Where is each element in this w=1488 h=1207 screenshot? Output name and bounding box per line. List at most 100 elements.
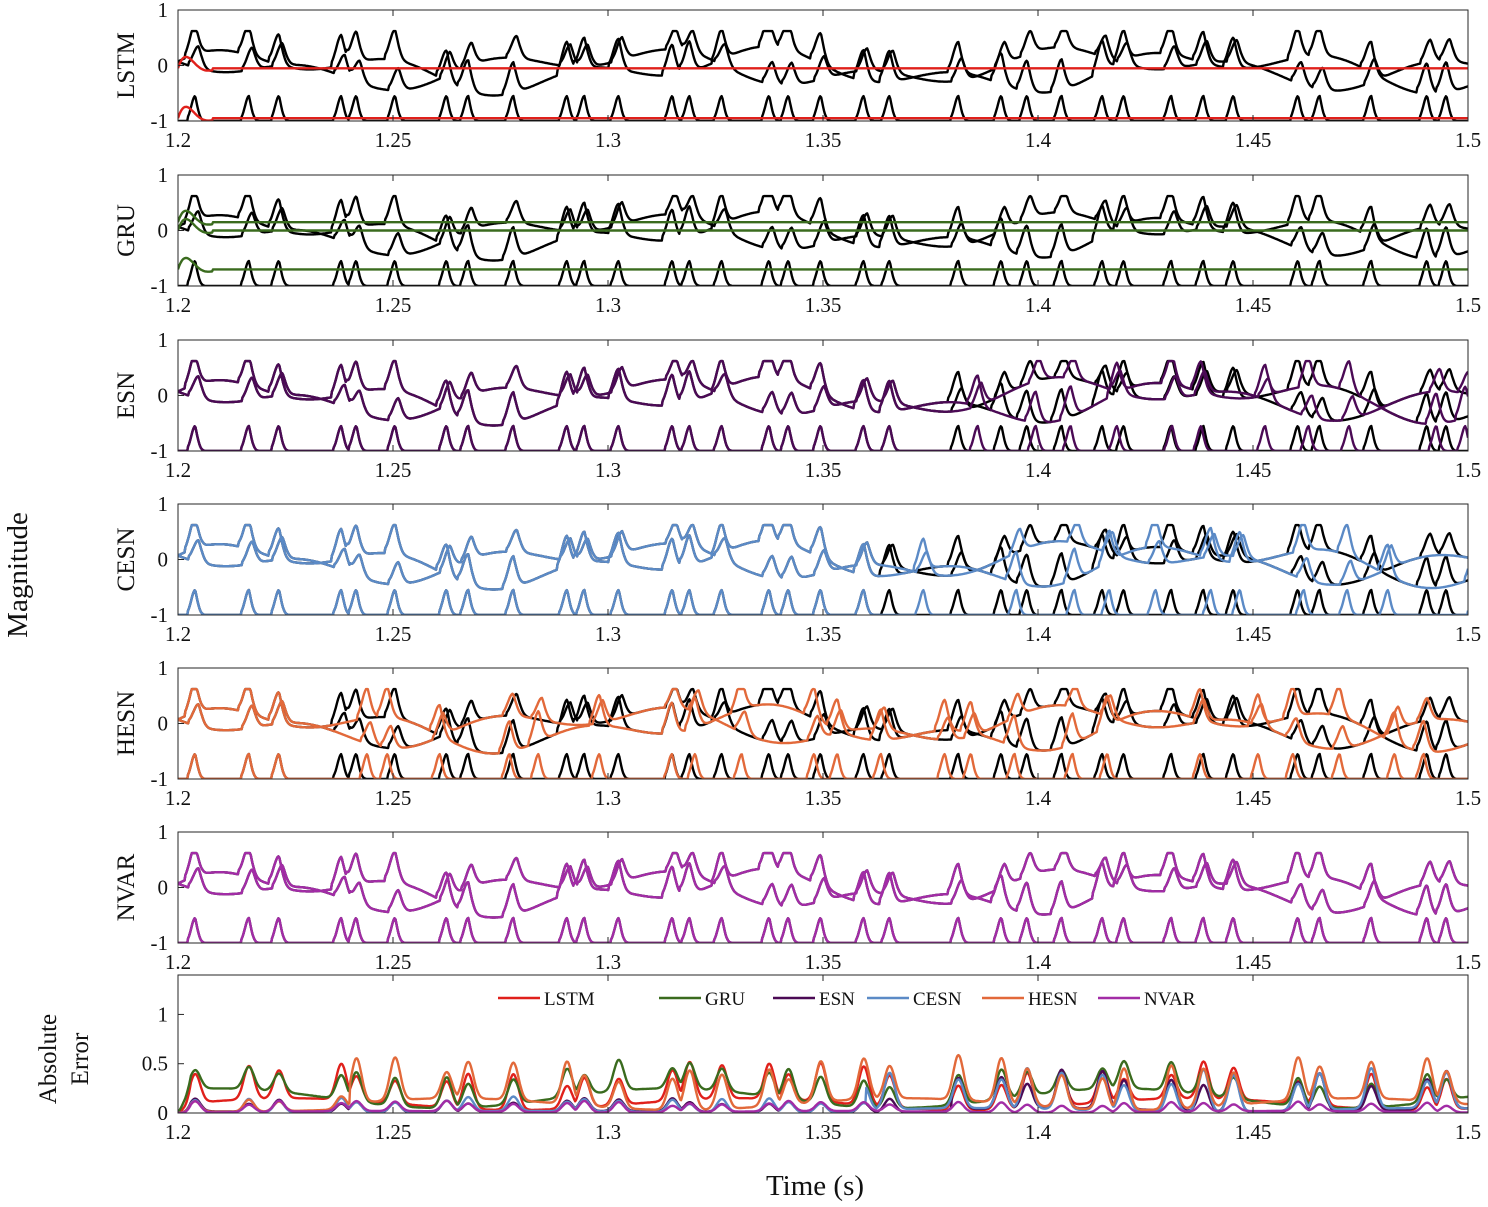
- x-tick-label: 1.45: [1235, 1120, 1272, 1144]
- legend-entry: CESN: [913, 989, 962, 1010]
- y-tick-label: -1: [151, 767, 169, 791]
- prediction-line: [178, 217, 1468, 235]
- y-tick-label: 1: [158, 1002, 169, 1026]
- prediction-line: [178, 916, 1468, 943]
- truth-line: [178, 29, 1468, 92]
- x-tick-label: 1.4: [1025, 1120, 1052, 1144]
- prediction-line: [178, 424, 1468, 451]
- panel-ylabel: ESN: [113, 372, 140, 419]
- x-tick-label: 1.35: [805, 786, 842, 810]
- x-tick-label: 1.2: [165, 293, 191, 317]
- x-tick-label: 1.45: [1235, 950, 1272, 974]
- figure-ylabel: Magnitude: [2, 512, 34, 638]
- plot-area: [178, 359, 1468, 451]
- x-tick-label: 1.2: [165, 1120, 191, 1144]
- x-tick-label: 1.5: [1455, 1120, 1481, 1144]
- prediction-line: [178, 523, 1468, 591]
- legend: LSTM GRU ESN CESN HESN NVAR: [498, 989, 1196, 1010]
- x-tick-label: 1.3: [595, 293, 621, 317]
- x-tick-label: 1.25: [375, 293, 412, 317]
- panel-ylabel: GRU: [113, 204, 140, 257]
- x-tick-label: 1.25: [375, 786, 412, 810]
- y-tick-label: 1: [158, 656, 169, 680]
- error-line-hesn: [178, 1053, 1468, 1113]
- truth-line: [178, 259, 1468, 286]
- plot-area: [178, 1053, 1468, 1113]
- x-tick-label: 1.3: [595, 1120, 621, 1144]
- panel-ylabel: HESN: [113, 691, 140, 756]
- panel-ylabel: CESN: [113, 528, 140, 592]
- x-tick-label: 1.2: [165, 786, 191, 810]
- panel-ylabel: LSTM: [113, 32, 140, 99]
- x-tick-label: 1.2: [165, 622, 191, 646]
- x-tick-label: 1.4: [1025, 622, 1052, 646]
- x-tick-label: 1.4: [1025, 458, 1052, 482]
- y-tick-label: 0: [158, 712, 169, 736]
- truth-line: [178, 687, 1468, 755]
- y-tick-label: 1: [158, 163, 169, 187]
- plot-area: [178, 687, 1468, 779]
- x-tick-label: 1.35: [805, 128, 842, 152]
- panel-ylabel: NVAR: [113, 853, 140, 921]
- figure-xlabel: Time (s): [766, 1170, 864, 1202]
- x-tick-label: 1.3: [595, 786, 621, 810]
- panel-lstm: 1.2 1.25 1.3 1.35 1.4 1.45 1.5 -1 0 1 LSTM: [113, 0, 1481, 152]
- x-tick-label: 1.3: [595, 128, 621, 152]
- x-tick-label: 1.45: [1235, 622, 1272, 646]
- truth-line: [178, 194, 1468, 262]
- x-tick-label: 1.35: [805, 1120, 842, 1144]
- legend-entry: NVAR: [1144, 989, 1196, 1010]
- y-tick-label: 1: [158, 820, 169, 844]
- x-tick-label: 1.5: [1455, 293, 1481, 317]
- x-tick-label: 1.4: [1025, 293, 1052, 317]
- x-tick-label: 1.3: [595, 458, 621, 482]
- x-tick-label: 1.4: [1025, 786, 1052, 810]
- prediction-line: [178, 256, 1468, 273]
- error-line-cesn: [178, 1066, 1468, 1113]
- y-tick-label: 1: [158, 0, 169, 22]
- y-tick-label: -1: [151, 439, 169, 463]
- prediction-line: [178, 588, 1468, 615]
- x-tick-label: 1.45: [1235, 128, 1272, 152]
- x-tick-label: 1.25: [375, 128, 412, 152]
- prediction-line: [178, 523, 1468, 586]
- x-tick-label: 1.3: [595, 622, 621, 646]
- x-tick-label: 1.25: [375, 458, 412, 482]
- x-tick-label: 1.35: [805, 293, 842, 317]
- x-tick-label: 1.5: [1455, 128, 1481, 152]
- y-tick-label: -1: [151, 931, 169, 955]
- truth-line: [178, 752, 1468, 779]
- plot-area: [178, 194, 1468, 286]
- panel-cesn: 1.2 1.25 1.3 1.35 1.4 1.45 1.5 -1 0 1 CESN: [113, 492, 1481, 646]
- x-tick-label: 1.2: [165, 458, 191, 482]
- y-tick-label: 0: [158, 384, 169, 408]
- y-tick-label: -1: [151, 603, 169, 627]
- y-tick-label: 0: [158, 1101, 169, 1125]
- panel-absolute: 1.2 1.25 1.3 1.35 1.4 1.45 1.5 0 0.5 1 Absolute Err…: [35, 974, 1481, 1144]
- plot-area: [178, 851, 1468, 943]
- x-tick-label: 1.2: [165, 128, 191, 152]
- x-tick-label: 1.3: [595, 950, 621, 974]
- error-line-gru: [178, 1058, 1468, 1113]
- legend-entry: HESN: [1028, 989, 1078, 1010]
- x-tick-label: 1.5: [1455, 622, 1481, 646]
- x-tick-label: 1.45: [1235, 786, 1272, 810]
- x-tick-label: 1.35: [805, 458, 842, 482]
- y-tick-label: 0: [158, 219, 169, 243]
- truth-line: [178, 94, 1468, 121]
- plot-area: [178, 29, 1468, 121]
- x-tick-label: 1.45: [1235, 458, 1272, 482]
- error-line-esn: [178, 1068, 1468, 1113]
- x-tick-label: 1.4: [1025, 950, 1052, 974]
- prediction-line: [178, 851, 1468, 919]
- panel-ylabel: Error: [67, 1032, 94, 1085]
- y-tick-label: 0: [158, 548, 169, 572]
- x-tick-label: 1.5: [1455, 786, 1481, 810]
- x-tick-label: 1.4: [1025, 128, 1052, 152]
- y-tick-label: 1: [158, 492, 169, 516]
- prediction-line: [178, 209, 1468, 226]
- legend-entry: LSTM: [544, 989, 595, 1010]
- panel-hesn: 1.2 1.25 1.3 1.35 1.4 1.45 1.5 -1 0 1 HESN: [113, 656, 1481, 810]
- prediction-line: [178, 55, 1468, 72]
